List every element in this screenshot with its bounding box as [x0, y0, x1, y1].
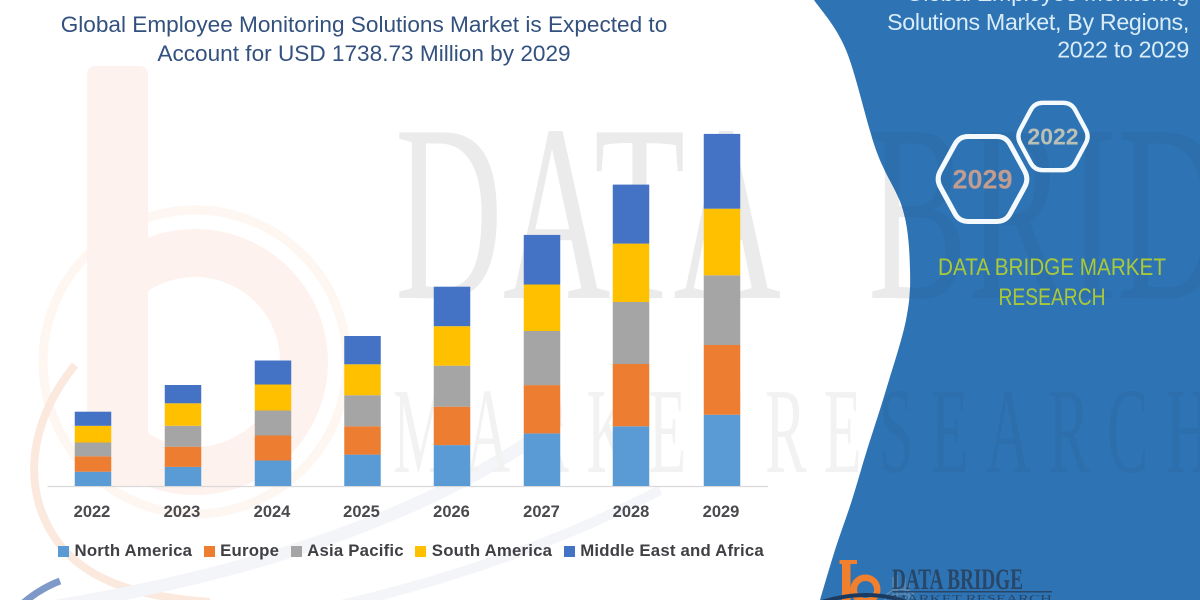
svg-text:2029: 2029 [952, 165, 1012, 195]
svg-text:BRIDGE: BRIDGE [868, 73, 1200, 353]
svg-text:RESEARCH: RESEARCH [765, 364, 1200, 499]
svg-text:2022 to 2029: 2022 to 2029 [1057, 37, 1189, 63]
svg-text:Global Employee Monitoring: Global Employee Monitoring [906, 0, 1189, 6]
svg-text:MARKET: MARKET [393, 364, 759, 499]
svg-text:DATA: DATA [395, 73, 781, 353]
svg-text:MARKET RESEARCH: MARKET RESEARCH [892, 593, 1052, 600]
svg-text:RESEARCH: RESEARCH [999, 284, 1106, 311]
svg-text:DATA BRIDGE: DATA BRIDGE [892, 563, 1023, 596]
svg-text:DATA BRIDGE MARKET: DATA BRIDGE MARKET [938, 254, 1166, 281]
svg-text:Solutions Market, By Regions,: Solutions Market, By Regions, [887, 9, 1189, 35]
svg-text:2022: 2022 [1027, 124, 1078, 150]
